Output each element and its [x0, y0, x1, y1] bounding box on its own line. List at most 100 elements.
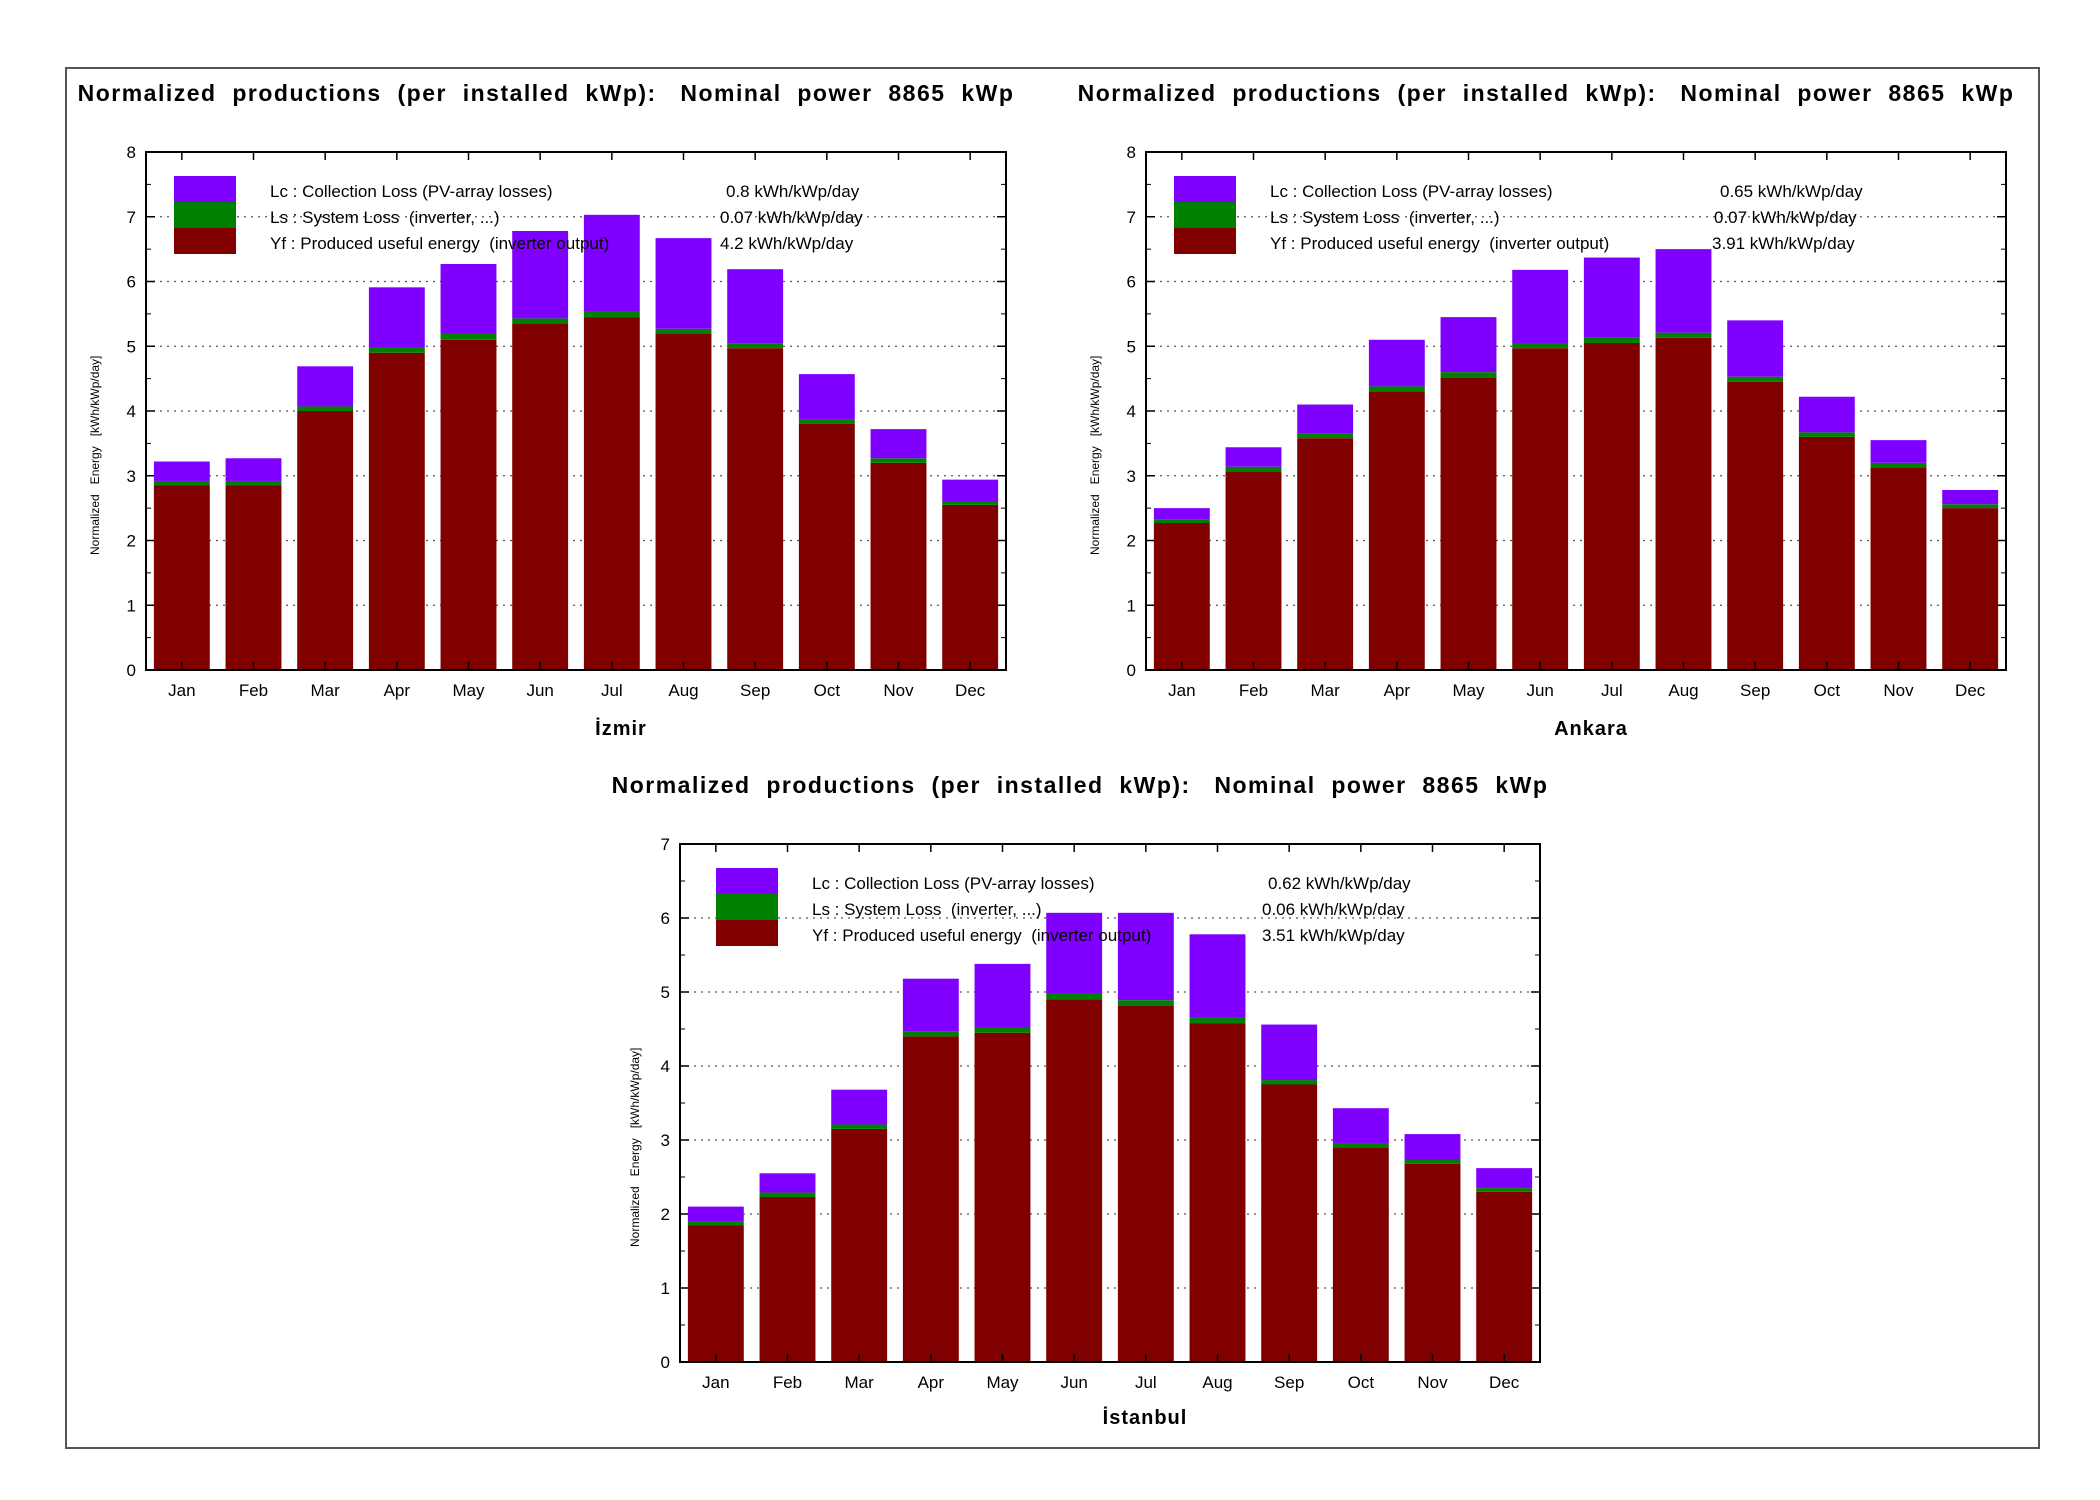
legend-value: 0.06 kWh/kWp/day — [1262, 900, 1405, 919]
bar-segment-system-loss — [727, 343, 784, 349]
legend-swatch — [174, 176, 236, 202]
bar-segment-system-loss — [1332, 1142, 1389, 1148]
chart-panel-izmir: Normalized productions (per installed kW… — [66, 80, 1026, 760]
legend-label: Ls : System Loss (inverter, ...) — [270, 208, 500, 227]
bar-segment-system-loss — [583, 311, 640, 318]
bar-segment-collection-loss — [153, 461, 210, 481]
bar-segment-system-loss — [798, 419, 855, 424]
bar-segment-useful-energy — [1655, 337, 1712, 670]
bar-segment-useful-energy — [870, 462, 927, 670]
bar-segment-collection-loss — [1727, 320, 1784, 377]
chart-panel-istanbul: Normalized productions (per installed kW… — [600, 772, 1560, 1452]
bar-segment-system-loss — [1189, 1017, 1246, 1024]
bar-segment-collection-loss — [1798, 396, 1855, 433]
legend-label: Lc : Collection Loss (PV-array losses) — [1270, 182, 1553, 201]
bar-segment-system-loss — [1440, 372, 1497, 378]
location-label: İstanbul — [1102, 1407, 1188, 1429]
legend-label: Ls : System Loss (inverter, ...) — [812, 900, 1042, 919]
bar-segment-collection-loss — [727, 269, 784, 344]
bar-segment-system-loss — [870, 458, 927, 463]
bar-segment-system-loss — [1368, 386, 1425, 392]
x-tick-label: Jun — [526, 681, 553, 700]
bar-segment-useful-energy — [297, 411, 354, 670]
bar-segment-useful-energy — [1727, 381, 1784, 670]
bar-segment-useful-energy — [1440, 377, 1497, 670]
bar-segment-collection-loss — [1261, 1024, 1318, 1081]
y-tick-label: 2 — [1127, 532, 1136, 551]
bar-segment-system-loss — [974, 1027, 1031, 1033]
bar-segment-collection-loss — [1655, 249, 1712, 333]
bar-segment-system-loss — [759, 1192, 816, 1197]
bar-segment-useful-energy — [1404, 1163, 1461, 1362]
y-tick-label: 2 — [127, 532, 136, 551]
x-tick-label: Feb — [773, 1373, 802, 1392]
x-tick-label: Apr — [918, 1373, 945, 1392]
bar-segment-collection-loss — [225, 458, 282, 481]
y-tick-label: 2 — [661, 1205, 670, 1224]
x-tick-label: Nov — [1883, 681, 1914, 700]
bar-segment-useful-energy — [831, 1128, 888, 1362]
bar-segment-system-loss — [831, 1124, 888, 1129]
x-tick-label: Jan — [168, 681, 195, 700]
y-tick-label: 6 — [1127, 273, 1136, 292]
bar-segment-system-loss — [225, 480, 282, 486]
legend-value: 0.07 kWh/kWp/day — [720, 208, 863, 227]
chart-title: Normalized productions (per installed kW… — [1077, 80, 2015, 106]
bar-segment-system-loss — [1870, 462, 1927, 468]
y-tick-label: 4 — [1127, 402, 1136, 421]
bar-segment-useful-energy — [1798, 436, 1855, 670]
bar-segment-collection-loss — [974, 963, 1031, 1028]
x-tick-label: Jul — [601, 681, 623, 700]
bar-segment-useful-energy — [687, 1225, 744, 1362]
bar-segment-useful-energy — [1117, 1005, 1174, 1362]
bar-segment-system-loss — [1512, 343, 1569, 349]
y-tick-label: 7 — [127, 208, 136, 227]
bar-segment-system-loss — [1153, 519, 1210, 524]
y-tick-label: 6 — [661, 909, 670, 928]
legend-item: Lc : Collection Loss (PV-array losses) 0… — [1174, 176, 1863, 208]
bar-segment-collection-loss — [759, 1173, 816, 1193]
legend-value: 3.51 kWh/kWp/day — [1262, 926, 1405, 945]
bar-segment-useful-energy — [1189, 1023, 1246, 1362]
x-tick-label: Apr — [1384, 681, 1411, 700]
x-tick-label: Jan — [1168, 681, 1195, 700]
legend-swatch — [1174, 228, 1236, 254]
x-tick-label: Jul — [1135, 1373, 1157, 1392]
y-tick-label: 8 — [1127, 143, 1136, 162]
legend-label: Ls : System Loss (inverter, ...) — [1270, 208, 1500, 227]
chart-panel-ankara: Normalized productions (per installed kW… — [1066, 80, 2026, 760]
chart-plot: 0 1 2 3 4 5 6 7 8 Jan Feb Mar Apr May Jun Jul Aug Sep Oct N… — [127, 143, 1007, 700]
x-tick-label: Nov — [883, 681, 914, 700]
bar-segment-useful-energy — [512, 323, 569, 670]
plot-frame — [1145, 151, 2007, 671]
bar-segment-useful-energy — [1261, 1084, 1318, 1362]
legend-item: Lc : Collection Loss (PV-array losses) 0… — [174, 176, 859, 208]
bar-segment-system-loss — [1727, 376, 1784, 382]
bar-segment-useful-energy — [1942, 508, 1999, 670]
bar-segment-useful-energy — [1332, 1147, 1389, 1362]
chart-title: Normalized productions (per installed kW… — [611, 772, 1549, 798]
bar-segment-system-loss — [902, 1031, 959, 1037]
bar-segment-system-loss — [1798, 432, 1855, 437]
bar-segment-system-loss — [1476, 1188, 1533, 1192]
y-tick-label: 1 — [127, 596, 136, 615]
x-tick-label: Dec — [955, 681, 986, 700]
y-tick-label: 0 — [661, 1353, 670, 1372]
y-axis-label: Normalized Energy [kWh/kWp/day] — [88, 355, 102, 555]
bar-segment-useful-energy — [1583, 343, 1640, 670]
x-tick-label: Feb — [1239, 681, 1268, 700]
bar-segment-collection-loss — [870, 429, 927, 459]
bar-segment-system-loss — [512, 318, 569, 324]
y-tick-label: 3 — [661, 1131, 670, 1150]
y-tick-label: 4 — [661, 1057, 670, 1076]
y-tick-label: 0 — [127, 661, 136, 680]
y-tick-label: 5 — [661, 983, 670, 1002]
bar-segment-collection-loss — [297, 366, 354, 407]
legend-label: Yf : Produced useful energy (inverter ou… — [812, 926, 1152, 945]
bar-segment-collection-loss — [1046, 912, 1103, 994]
bar-segment-useful-energy — [798, 423, 855, 670]
bar-segment-useful-energy — [225, 485, 282, 670]
y-tick-label: 1 — [661, 1279, 670, 1298]
bar-segment-useful-energy — [440, 339, 497, 670]
legend-label: Yf : Produced useful energy (inverter ou… — [270, 234, 610, 253]
